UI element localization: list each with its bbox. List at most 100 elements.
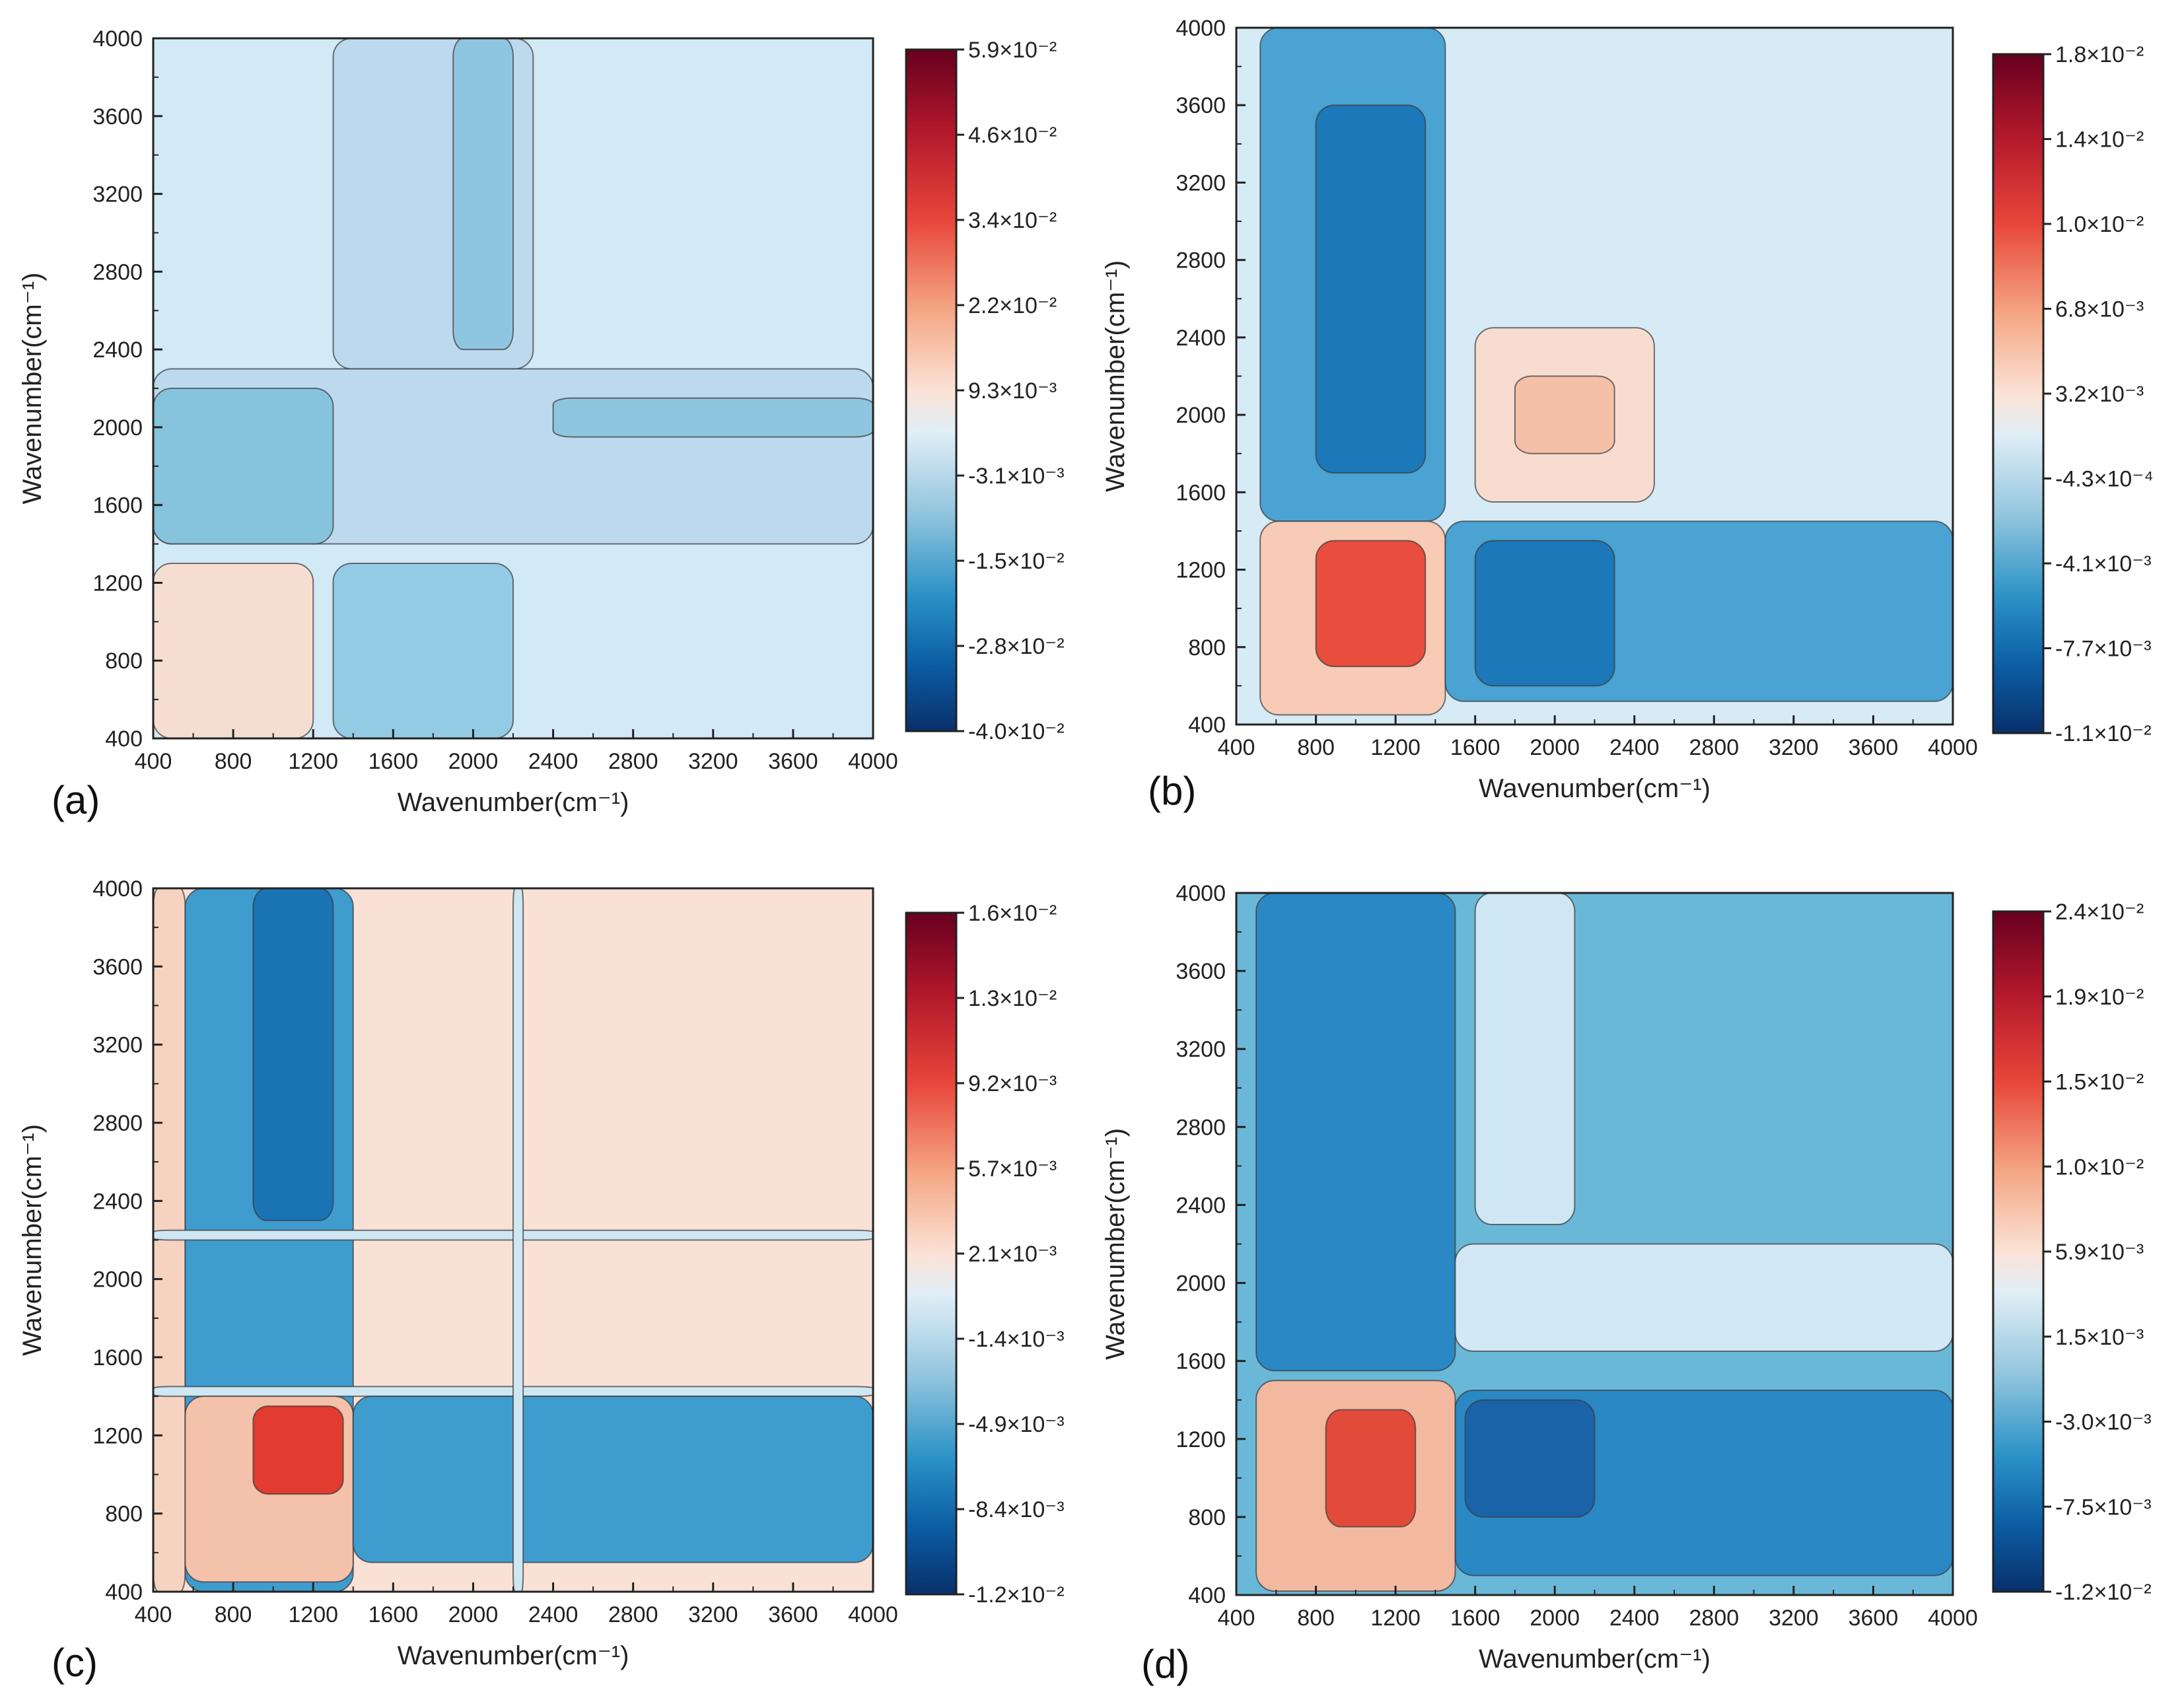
panel-label-d: (d) <box>1141 1642 1189 1686</box>
colorbar-tick-label: 4.6×10⁻² <box>968 123 1057 148</box>
x-axis-c: 400 800 1200 1600 2000 2400 2800 3200 3600 4000 <box>135 1582 898 1627</box>
panel-a: 400 800 1200 1600 2000 2400 2800 3200 3600 4000 4… <box>18 26 1065 822</box>
y-tick-label: 2400 <box>1176 326 1226 351</box>
y-tick-label: 2000 <box>1176 1271 1226 1296</box>
x-tick-label: 1200 <box>1370 1606 1421 1631</box>
panel-d: 400 800 1200 1600 2000 2400 2800 3200 3600 4000 4… <box>1101 881 2152 1686</box>
x-tick-label: 2800 <box>608 749 658 774</box>
y-tick-label: 400 <box>105 1580 143 1605</box>
correlation-region-a-2 <box>153 388 334 545</box>
x-tick-label: 2400 <box>528 1602 579 1627</box>
correlation-region-b-3 <box>1514 375 1615 454</box>
x-tick-label: 2400 <box>1609 1606 1660 1631</box>
correlation-region-a-3 <box>332 563 514 739</box>
x-tick-label: 1600 <box>1450 1606 1500 1631</box>
colorbar-tick-label: -4.9×10⁻³ <box>968 1412 1065 1437</box>
y-tick-label: 2800 <box>1176 248 1226 273</box>
y-tick-label: 4000 <box>92 876 143 902</box>
y-tick-label: 1600 <box>1176 480 1226 505</box>
x-tick-label: 1600 <box>369 1602 419 1627</box>
y-tick-label: 2000 <box>92 1267 143 1293</box>
colorbar-tick-label: 9.3×10⁻³ <box>968 378 1057 404</box>
y-tick-label: 800 <box>105 649 143 674</box>
colorbar-c <box>905 911 958 1596</box>
correlation-region-c-2 <box>252 888 334 1221</box>
colorbar-tick-label: 1.3×10⁻² <box>968 986 1057 1011</box>
panel-c: 400 800 1200 1600 2000 2400 2800 3200 3600 4000 4… <box>18 876 1065 1685</box>
y-tick-label: 2400 <box>92 1189 143 1214</box>
x-axis-label-a: Wavenumber(cm⁻¹) <box>398 788 629 817</box>
colorbar-ticks-c: 1.6×10⁻² 1.3×10⁻² 9.2×10⁻³ 5.7×10⁻³ 2.1×10⁻³… <box>956 901 1065 1608</box>
colorbar-tick-label: -3.1×10⁻³ <box>968 464 1065 489</box>
x-tick-label: 3600 <box>768 1602 818 1627</box>
x-tick-label: 800 <box>215 749 252 774</box>
y-tick-label: 400 <box>1188 713 1226 738</box>
correlation-region-a-4 <box>552 397 874 438</box>
y-axis-label-b: Wavenumber(cm⁻¹) <box>1101 260 1130 492</box>
y-axis-b: 400 800 1200 1600 2000 2400 2800 3200 3600 4000 <box>1176 16 1246 738</box>
x-tick-label: 4000 <box>848 1602 898 1627</box>
colorbar-tick-label: -1.2×10⁻² <box>2055 1580 2152 1605</box>
colorbar-tick-label: 3.4×10⁻² <box>968 208 1057 233</box>
correlation-region-c-8 <box>512 888 524 1592</box>
y-axis-label-d: Wavenumber(cm⁻¹) <box>1101 1128 1130 1360</box>
correlation-region-a-6 <box>153 563 314 739</box>
correlation-region-b-5 <box>1315 540 1427 668</box>
x-axis-a: 400 800 1200 1600 2000 2400 2800 3200 3600 4000 <box>135 729 898 774</box>
x-tick-label: 3200 <box>688 1602 738 1627</box>
colorbar-tick-label: 1.0×10⁻² <box>2055 1154 2144 1180</box>
x-tick-label: 2000 <box>448 749 499 774</box>
x-tick-label: 1200 <box>1370 735 1421 760</box>
x-tick-label: 2000 <box>448 1602 499 1627</box>
x-tick-label: 800 <box>1297 735 1335 760</box>
x-tick-label: 2000 <box>1530 1606 1580 1631</box>
y-tick-label: 800 <box>1188 1505 1226 1530</box>
correlation-region-b-7 <box>1474 540 1615 687</box>
x-tick-label: 800 <box>215 1602 252 1627</box>
panel-label-c: (c) <box>52 1641 98 1685</box>
y-tick-label: 3600 <box>1176 959 1226 984</box>
correlation-region-d-6 <box>1464 1399 1596 1518</box>
panel-b: 400 800 1200 1600 2000 2400 2800 3200 3600 4000 4… <box>1101 16 2154 813</box>
colorbar-ticks-b: 1.8×10⁻² 1.4×10⁻² 1.0×10⁻² 6.8×10⁻³ 3.2×10⁻³… <box>2043 42 2154 746</box>
x-tick-label: 4000 <box>1928 735 1978 760</box>
x-tick-label: 3200 <box>688 749 738 774</box>
y-axis-d: 400 800 1200 1600 2000 2400 2800 3200 3600 4000 <box>1176 881 1246 1608</box>
x-tick-label: 800 <box>1297 1606 1335 1631</box>
y-tick-label: 4000 <box>1176 881 1226 906</box>
colorbar-tick-label: 1.5×10⁻³ <box>2055 1325 2144 1350</box>
colorbar-tick-label: 1.0×10⁻² <box>2055 212 2144 237</box>
x-tick-label: 1600 <box>1450 735 1500 760</box>
x-tick-label: 1200 <box>288 749 338 774</box>
panel-label-a: (a) <box>52 778 100 822</box>
x-tick-label: 3600 <box>1849 735 1899 760</box>
y-tick-label: 400 <box>105 727 143 752</box>
colorbar-tick-label: 2.2×10⁻² <box>968 293 1057 318</box>
colorbar-tick-label: -7.5×10⁻³ <box>2055 1495 2152 1520</box>
x-tick-label: 2800 <box>608 1602 658 1627</box>
colorbar-tick-label: 5.7×10⁻³ <box>968 1156 1057 1182</box>
y-tick-label: 1200 <box>92 571 143 596</box>
y-tick-label: 2400 <box>1176 1193 1226 1218</box>
colorbar-tick-label: -7.7×10⁻³ <box>2055 637 2152 662</box>
correlation-region-b-1 <box>1315 104 1427 474</box>
colorbar-d <box>1992 910 2045 1593</box>
colorbar-tick-label: 5.9×10⁻² <box>968 38 1057 63</box>
colorbar-tick-label: 1.4×10⁻² <box>2055 127 2144 153</box>
y-tick-label: 1600 <box>1176 1349 1226 1374</box>
colorbar-tick-label: 2.4×10⁻² <box>2055 900 2144 925</box>
colorbar-b <box>1992 53 2045 734</box>
heatmap-d <box>1236 892 1954 1595</box>
x-tick-label: 400 <box>1218 1606 1255 1631</box>
x-tick-label: 400 <box>135 749 172 774</box>
colorbar-tick-label: -1.4×10⁻³ <box>968 1327 1065 1352</box>
x-tick-label: 3600 <box>768 749 818 774</box>
x-tick-label: 3600 <box>1849 1606 1899 1631</box>
correlation-region-d-1 <box>1474 892 1576 1225</box>
colorbar-a <box>905 48 958 732</box>
x-tick-label: 1600 <box>369 749 419 774</box>
colorbar-tick-label: -2.8×10⁻² <box>968 634 1065 659</box>
colorbar-tick-label: -1.5×10⁻² <box>968 549 1065 574</box>
y-tick-label: 3600 <box>92 104 143 129</box>
colorbar-tick-label: 3.2×10⁻³ <box>2055 382 2144 407</box>
